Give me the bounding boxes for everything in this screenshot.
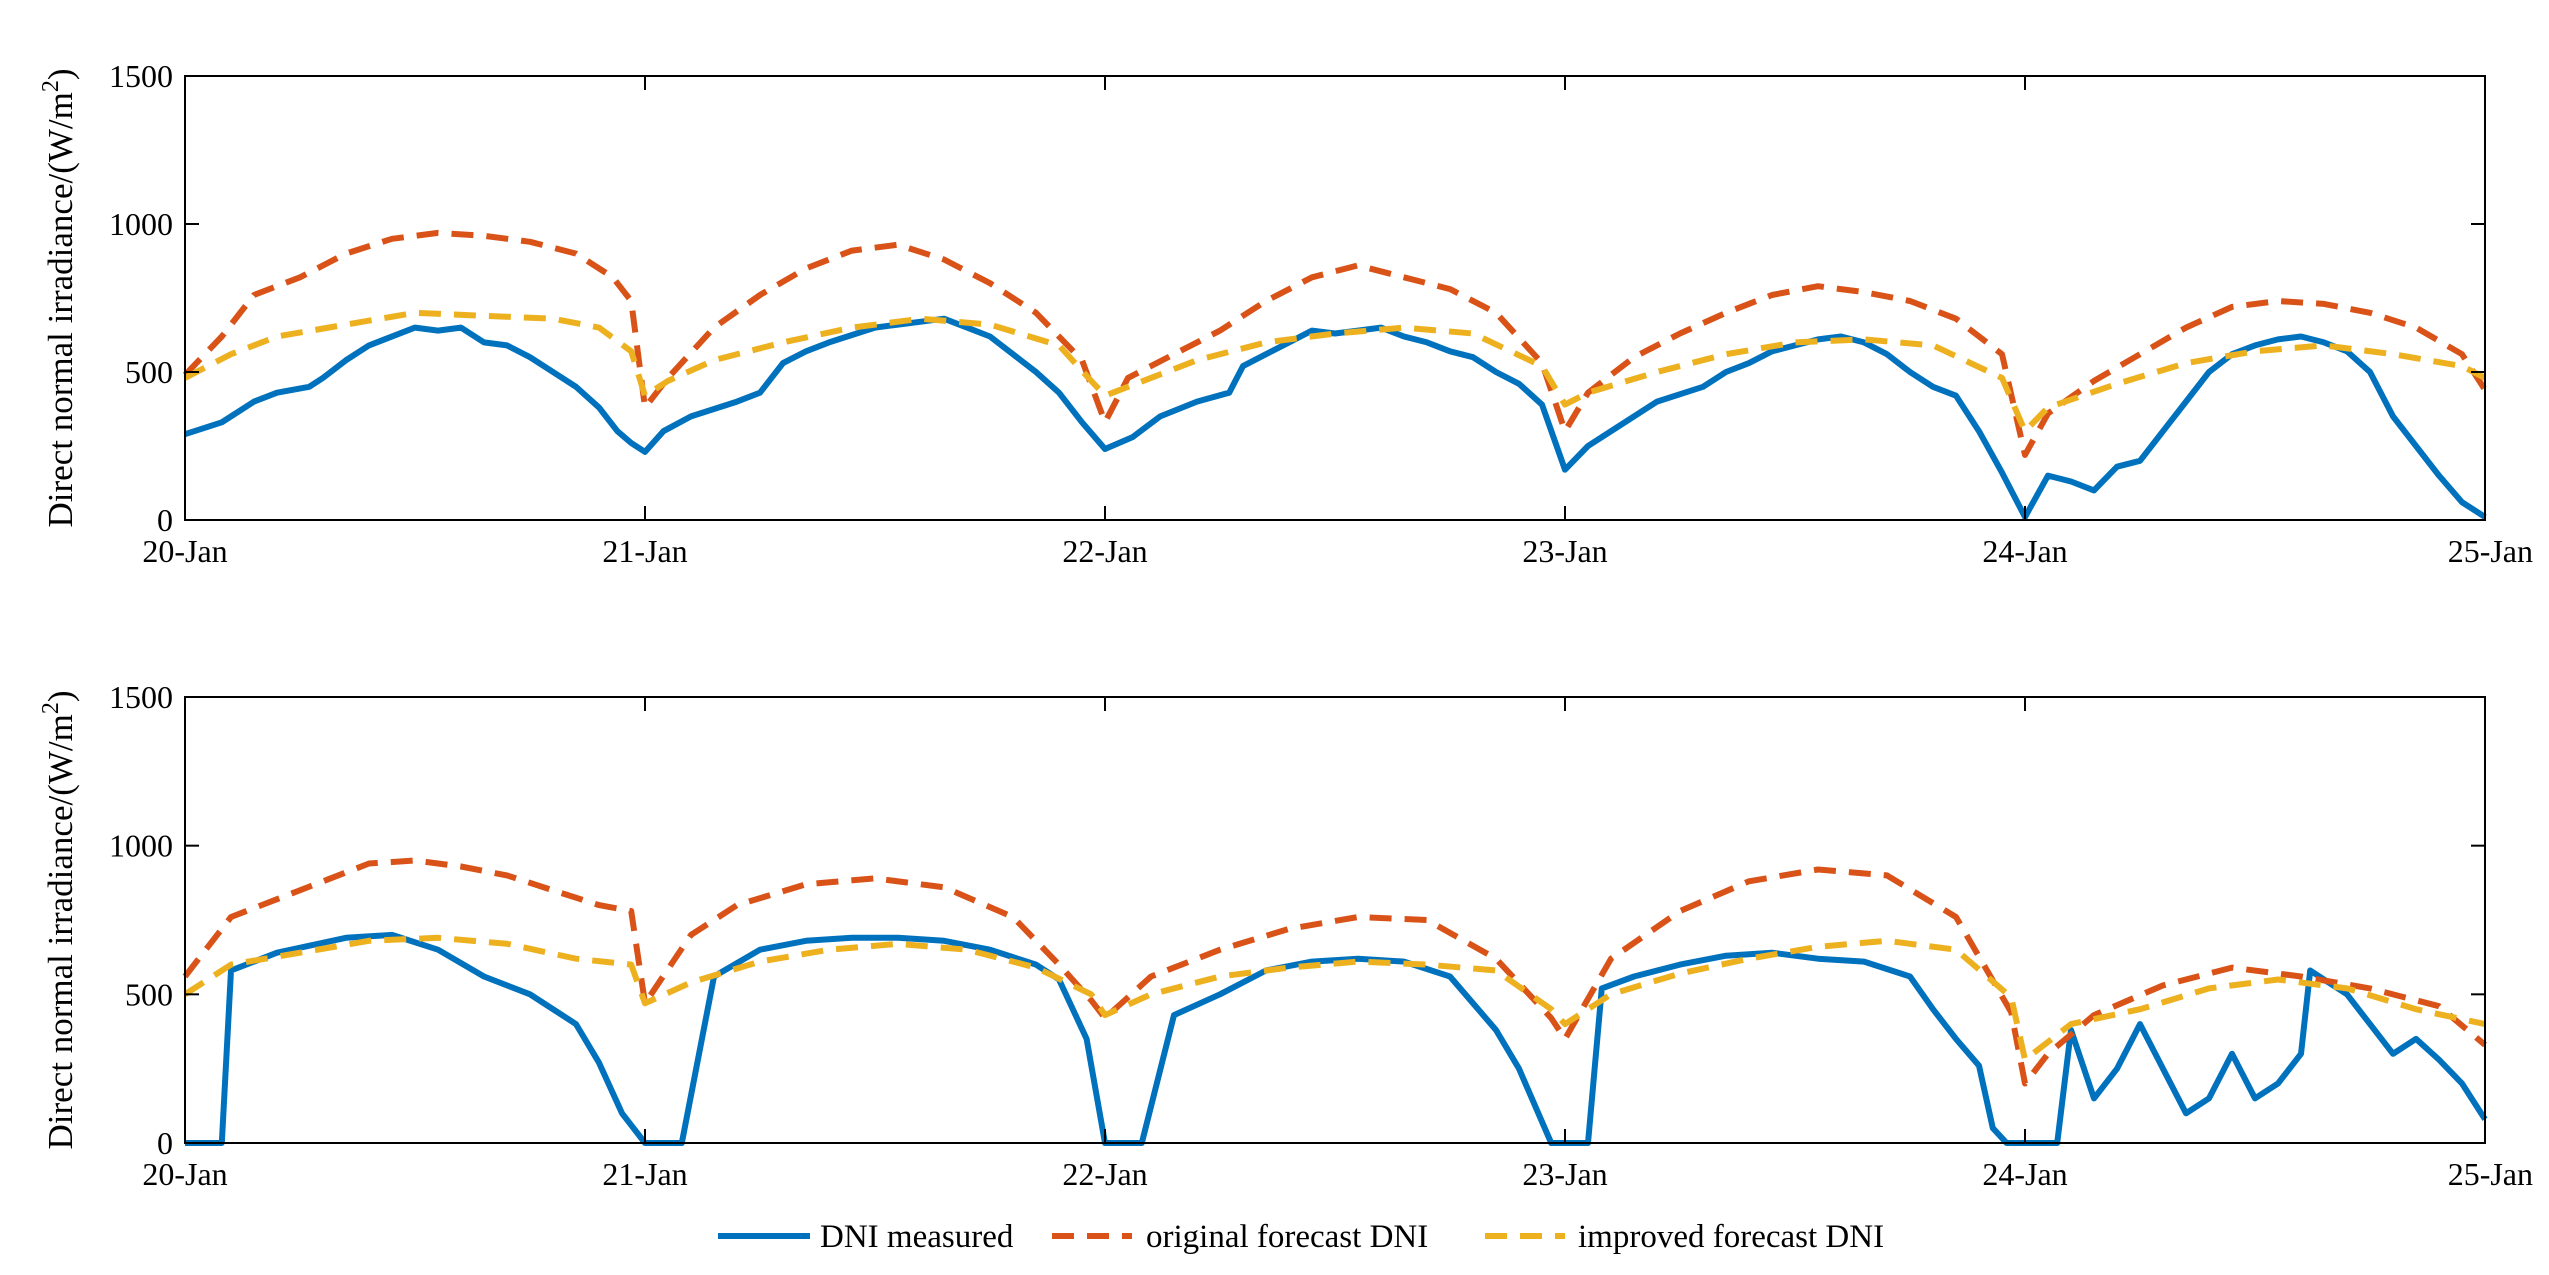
legend: DNI measured original forecast DNI impro… [718,1219,1884,1255]
bottom-y-axis-label: Direct normal irradiance/(W/m2) [38,690,80,1149]
bottom-x-tick-label: 23-Jan [1522,1156,1607,1192]
top-x-tick-label: 21-Jan [602,533,687,569]
legend-item-measured: DNI measured [718,1219,1014,1255]
top-x-tick-label: 25-Jan [2448,533,2533,569]
legend-label-improved: improved forecast DNI [1578,1219,1884,1255]
bottom-y-tick-label: 1500 [109,679,173,715]
top-x-tick-label: 23-Jan [1522,533,1607,569]
top-x-tick-label: 24-Jan [1982,533,2067,569]
top-series-original-forecast-dni [182,229,2488,458]
bottom-x-tick-label: 20-Jan [142,1156,227,1192]
top-axes-box [184,75,2486,521]
bottom-y-tick-label: 500 [125,976,173,1012]
top-y-tick-label: 1000 [109,206,173,242]
top-x-tick-label: 20-Jan [142,533,227,569]
bottom-y-tick-label: 1000 [109,828,173,864]
bottom-series-improved-forecast-dni [183,934,2486,1063]
bottom-x-tick-label: 21-Jan [602,1156,687,1192]
top-y-tick-label: 0 [157,502,173,538]
top-y-tick-label: 500 [125,354,173,390]
bottom-x-tick-label: 25-Jan [2448,1156,2533,1192]
top-plot-lines [182,229,2488,520]
bottom-chart-panel: 0 500 1000 1500 20-Jan 21-Jan 22-Jan 23-Jan 24-J… [38,679,2533,1192]
legend-item-improved: improved forecast DNI [1485,1219,1884,1255]
top-x-tick-label: 22-Jan [1062,533,1147,569]
top-series-improved-forecast-dni [183,309,2487,435]
bottom-axes-box [184,696,2486,1144]
legend-item-original: original forecast DNI [1052,1219,1428,1255]
legend-label-original: original forecast DNI [1146,1219,1428,1255]
bottom-y-tick-label: 0 [157,1125,173,1161]
bottom-x-tick-label: 24-Jan [1982,1156,2067,1192]
top-y-axis-label: Direct normal irradiance/(W/m2) [38,68,80,527]
top-chart-panel: 0 500 1000 1500 20-Jan 21-Jan 22-Jan 23-Jan 24-J… [38,58,2533,569]
bottom-ticks: 0 500 1000 1500 20-Jan 21-Jan 22-Jan 23-Jan 24-J… [109,679,2533,1192]
legend-label-measured: DNI measured [820,1219,1014,1255]
bottom-x-tick-label: 22-Jan [1062,1156,1147,1192]
top-y-tick-label: 1500 [109,58,173,94]
top-ticks: 0 500 1000 1500 20-Jan 21-Jan 22-Jan 23-Jan 24-J… [109,58,2533,569]
bottom-series-original-forecast-dni [182,857,2487,1087]
